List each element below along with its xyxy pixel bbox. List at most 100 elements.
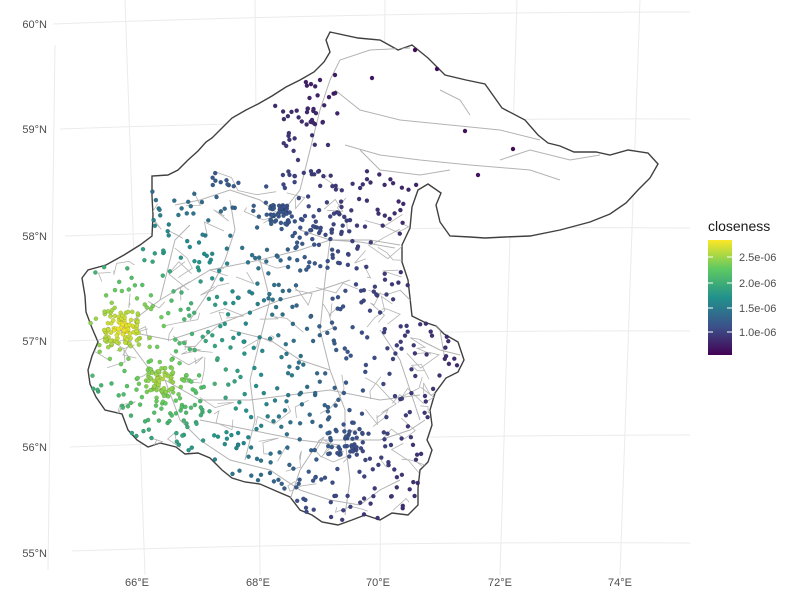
settlement-point: [160, 376, 166, 382]
settlement-point: [342, 429, 347, 434]
settlement-point: [208, 257, 214, 263]
settlement-point: [309, 132, 315, 138]
settlement-point: [360, 182, 366, 187]
settlement-point: [148, 292, 154, 298]
settlement-point: [271, 418, 276, 424]
settlement-point: [179, 206, 184, 211]
settlement-point: [171, 198, 177, 203]
settlement-point: [184, 211, 190, 216]
settlement-point: [173, 411, 179, 416]
road-line: [216, 172, 277, 196]
settlement-point: [394, 343, 400, 348]
settlement-point: [135, 375, 140, 381]
settlement-point: [348, 504, 353, 510]
settlement-point: [297, 225, 303, 230]
settlement-point: [275, 254, 280, 260]
settlement-point: [254, 225, 260, 230]
settlement-point: [136, 381, 142, 387]
settlement-point: [382, 443, 388, 449]
settlement-point: [297, 420, 303, 426]
settlement-point: [97, 342, 102, 348]
settlement-point: [108, 330, 114, 335]
settlement-point: [364, 198, 370, 203]
settlement-point: [402, 333, 408, 338]
settlement-point: [212, 302, 218, 308]
x-tick-label: 72°E: [488, 577, 512, 589]
settlement-point: [442, 356, 448, 362]
settlement-point: [211, 433, 217, 438]
settlement-point: [198, 405, 204, 410]
settlement-point: [205, 329, 211, 335]
settlement-point: [150, 259, 155, 265]
settlement-point: [201, 384, 207, 390]
settlement-point: [169, 298, 174, 303]
settlement-point: [270, 297, 276, 303]
settlement-point: [287, 137, 292, 143]
settlement-point: [325, 142, 331, 148]
settlement-point: [249, 252, 255, 258]
settlement-point: [306, 264, 311, 270]
settlement-point: [124, 337, 130, 342]
settlement-point: [225, 312, 231, 317]
settlement-point: [151, 378, 157, 384]
settlement-point: [348, 208, 354, 213]
settlement-point: [132, 282, 138, 288]
settlement-point: [267, 470, 273, 476]
settlement-point: [242, 391, 247, 397]
settlement-point: [340, 507, 346, 513]
settlement-point: [153, 197, 159, 203]
road-line: [174, 247, 193, 278]
road-line: [213, 209, 229, 222]
settlement-point: [400, 503, 406, 509]
settlement-point: [160, 248, 166, 253]
settlement-point: [297, 268, 303, 273]
legend-label: 1.5e-06: [739, 303, 776, 315]
settlement-point: [243, 321, 249, 326]
settlement-point: [354, 452, 360, 457]
settlement-point: [350, 238, 355, 244]
settlement-point: [359, 430, 365, 436]
settlement-point: [429, 333, 435, 339]
road-line: [363, 264, 372, 279]
settlement-point: [396, 199, 401, 204]
settlement-point: [258, 458, 264, 463]
road-line: [181, 345, 201, 355]
settlement-point: [424, 352, 429, 357]
settlement-point: [181, 340, 187, 346]
settlement-point: [140, 246, 146, 252]
settlement-point: [296, 360, 302, 365]
settlement-point: [285, 392, 291, 398]
settlement-point: [213, 178, 218, 183]
settlement-point: [198, 279, 203, 284]
settlement-point: [231, 335, 236, 341]
settlement-point: [129, 275, 134, 281]
settlement-point: [129, 430, 135, 436]
settlement-point: [296, 481, 302, 487]
settlement-point: [105, 344, 111, 350]
settlement-point: [119, 288, 125, 294]
y-tick-label: 57°N: [22, 336, 47, 348]
settlement-point: [192, 388, 198, 394]
settlement-point: [347, 407, 352, 413]
settlement-point: [186, 447, 191, 453]
settlement-point: [299, 402, 305, 407]
settlement-point: [330, 480, 335, 485]
settlement-point: [299, 241, 305, 247]
settlement-point: [360, 448, 366, 454]
settlement-point: [252, 365, 257, 371]
settlement-point: [165, 310, 171, 316]
road-line: [359, 149, 451, 176]
settlement-point: [301, 170, 307, 176]
road-line: [319, 454, 351, 463]
settlement-point: [312, 261, 318, 266]
settlement-point: [129, 309, 135, 315]
settlement-point: [399, 436, 404, 441]
latitude-gridline: [71, 542, 691, 552]
settlement-point: [146, 427, 152, 432]
y-tick-label: 60°N: [22, 19, 47, 31]
settlement-point: [149, 370, 155, 376]
road-line: [322, 303, 333, 318]
settlement-point: [234, 445, 239, 451]
settlement-point: [311, 171, 317, 177]
settlement-point: [125, 403, 131, 409]
